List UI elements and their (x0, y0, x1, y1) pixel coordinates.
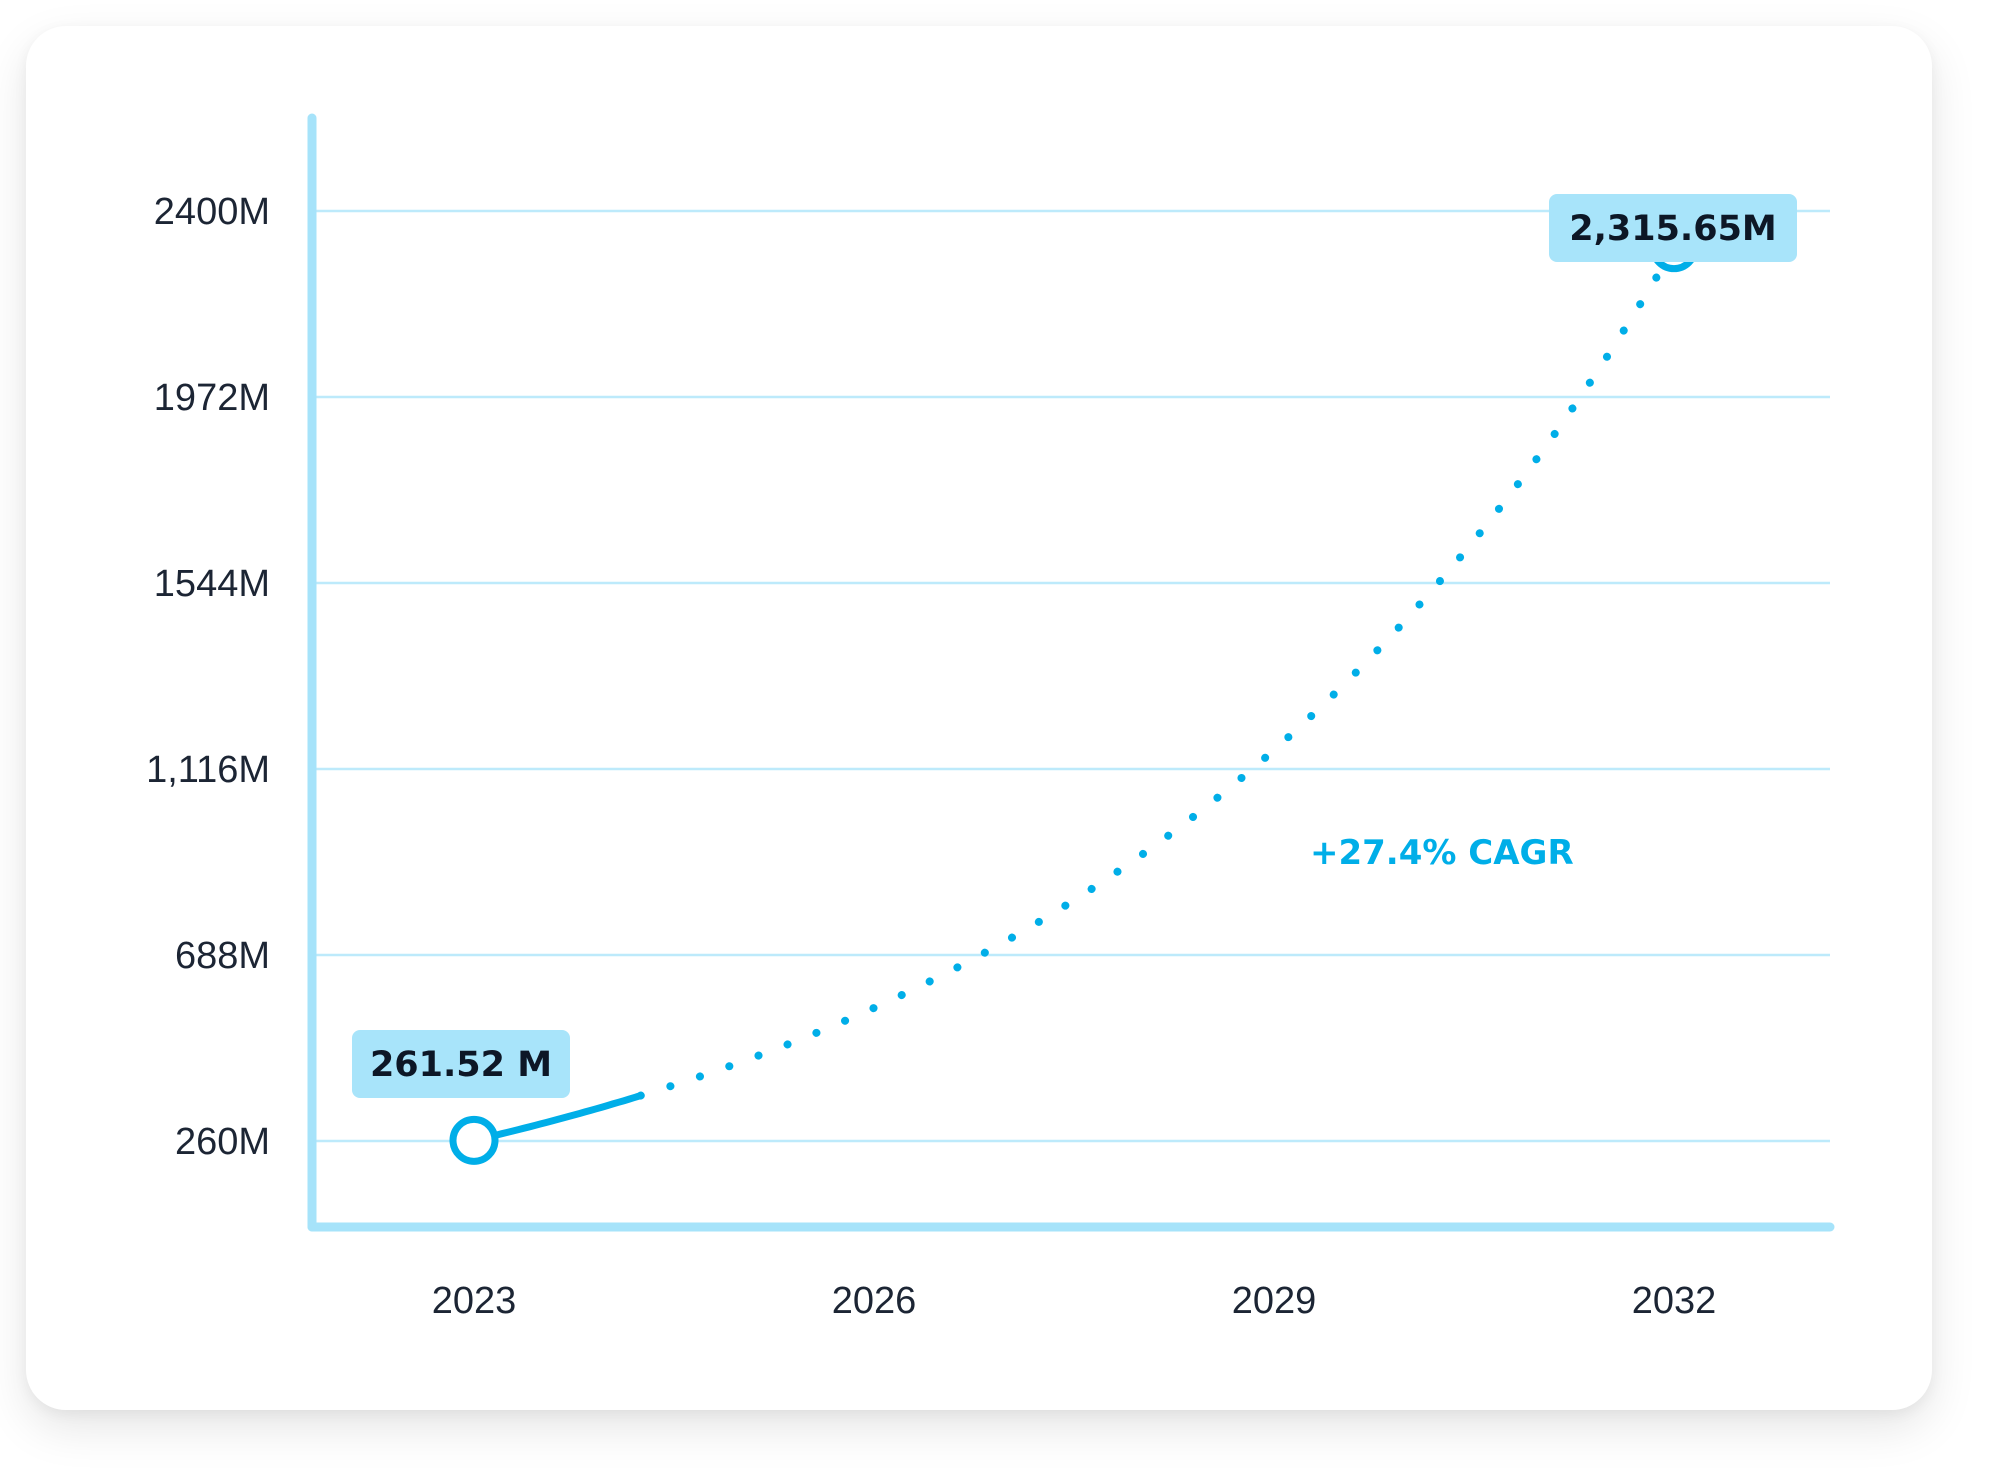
x-tick-label: 2026 (832, 1280, 917, 1322)
start-point-marker (449, 1115, 499, 1165)
series-line-solid (470, 1092, 645, 1144)
annotations: +27.4% CAGR (1310, 833, 1574, 873)
value-callout: 261.52 M (352, 1030, 570, 1098)
x-tick-label: 2032 (1632, 1280, 1717, 1322)
y-tick-label: 1544M (154, 563, 270, 605)
y-tick-label: 1,116M (146, 749, 270, 791)
gridlines (316, 209, 1830, 1143)
y-tick-label: 1972M (154, 377, 270, 419)
callout-background (352, 1030, 570, 1098)
cagr-annotation: +27.4% CAGR (1310, 833, 1574, 873)
x-tick-labels: 2023 2026 2029 2032 (432, 1280, 1717, 1322)
y-tick-labels: 260M 688M 1,116M 1544M 1972M 2400M (146, 191, 270, 1163)
x-tick-label: 2023 (432, 1280, 517, 1322)
axes (307, 113, 1835, 1232)
value-callout: 2,315.65M (1549, 194, 1797, 262)
x-tick-label: 2029 (1232, 1280, 1317, 1322)
callout-label: 2,315.65M (1569, 209, 1777, 249)
callout-background (1549, 194, 1797, 262)
series-line-dotted (636, 243, 1678, 1100)
y-tick-label: 260M (175, 1121, 270, 1163)
callout-label: 261.52 M (370, 1045, 552, 1085)
y-tick-label: 688M (175, 935, 270, 977)
y-tick-label: 2400M (154, 191, 270, 233)
growth-series (449, 223, 1699, 1165)
data-labels: 261.52 M 2,315.65M (352, 194, 1797, 1098)
